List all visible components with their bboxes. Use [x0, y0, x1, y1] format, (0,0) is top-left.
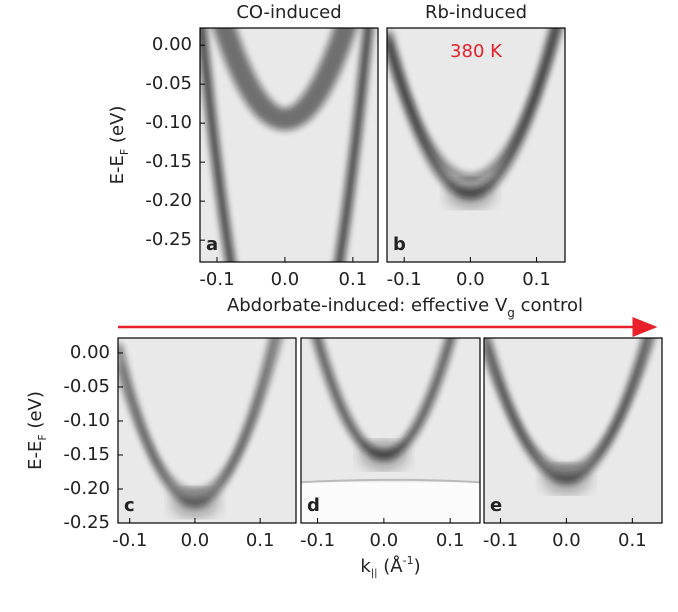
y-tick-label: -0.05	[145, 73, 192, 94]
band-bottom	[448, 181, 493, 206]
panel-label: e	[490, 495, 502, 516]
band	[200, 28, 373, 262]
y-tick-label: 0.00	[70, 342, 110, 363]
x-tick-label: -0.1	[483, 530, 518, 551]
panel-frame	[386, 27, 566, 263]
y-axis-label-main: E-E	[25, 441, 46, 470]
band	[387, 28, 562, 182]
panel-title: CO-induced	[236, 2, 341, 23]
y-axis-label: E-EF (eV)	[25, 391, 49, 470]
y-tick-label: -0.10	[63, 410, 110, 431]
x-tick-label: -0.1	[387, 269, 422, 290]
y-tick-label: 0.00	[152, 34, 192, 55]
y-axis-label-sub: F	[118, 149, 131, 155]
y-axis-label: E-EF (eV)	[107, 106, 131, 185]
x-axis-label: k|| (Å-1)	[360, 554, 420, 579]
band-bottom	[172, 490, 217, 515]
band	[118, 338, 283, 496]
x-tick-label: 0.1	[522, 269, 551, 290]
band	[212, 28, 357, 131]
y-tick-label: -0.20	[63, 478, 110, 499]
panel: -0.1 0.0 0.1 0.00 -0.05 -0.10 -0.15 -0.20 -0.25 a…	[107, 2, 379, 290]
x-axis-label-main: k	[360, 556, 371, 577]
y-axis-label-sub: F	[36, 434, 49, 440]
arrow-label: Abdorbate-induced: effective Vg control	[227, 295, 583, 320]
panel-label: a	[206, 234, 218, 255]
x-tick-label: 0.1	[246, 530, 275, 551]
y-tick-label: -0.10	[145, 112, 192, 133]
panel-frame	[199, 27, 379, 263]
intensity-map	[484, 338, 655, 491]
panel-label: c	[124, 495, 135, 516]
y-tick-label: -0.25	[145, 229, 192, 250]
panel-title: Rb-induced	[425, 2, 527, 23]
panel: -0.1 0.0 0.1 b Rb-induced 380 K	[386, 2, 566, 290]
x-tick-label: 0.0	[181, 530, 210, 551]
y-axis-label-unit: (eV)	[25, 391, 46, 434]
x-tick-label: -0.1	[300, 530, 335, 551]
x-axis-label-sub: ||	[371, 568, 378, 579]
temperature-label: 380 K	[450, 41, 503, 62]
x-axis-label-unit: (Å	[378, 555, 404, 577]
panel-frame	[300, 337, 481, 524]
panel-background	[484, 338, 662, 523]
panel-background	[387, 28, 565, 262]
y-tick-label: -0.05	[63, 376, 110, 397]
y-tick-label: -0.15	[63, 444, 110, 465]
x-tick-label: 0.0	[456, 269, 485, 290]
panel-frame	[117, 337, 297, 524]
cutoff	[301, 482, 480, 523]
panel: -0.1 0.0 0.1 e	[483, 337, 663, 551]
intensity-map	[200, 28, 373, 262]
intensity-map	[387, 28, 562, 206]
band-bottom	[361, 442, 406, 467]
band-bottom	[544, 466, 589, 491]
x-axis-label-close: )	[414, 556, 421, 577]
panel: -0.1 0.0 0.1 0.00 -0.05 -0.10 -0.15 -0.20 -0.25 c…	[25, 337, 297, 551]
x-tick-label: 0.1	[618, 530, 647, 551]
y-axis-label-main: E-E	[107, 155, 128, 184]
y-tick-label: -0.15	[145, 151, 192, 172]
y-tick-label: -0.25	[63, 512, 110, 533]
panel-label: b	[393, 234, 406, 255]
intensity-map	[118, 338, 283, 515]
panel-label: d	[307, 495, 320, 516]
cutoff-edge	[301, 478, 480, 484]
y-tick-label: -0.20	[145, 190, 192, 211]
x-tick-label: 0.0	[370, 530, 399, 551]
panel-frame	[483, 337, 663, 524]
x-tick-label: -0.1	[112, 530, 147, 551]
x-tick-label: -0.1	[199, 269, 234, 290]
x-axis-label-sup: -1	[403, 554, 414, 567]
x-tick-label: 0.1	[339, 269, 368, 290]
x-tick-label: 0.0	[552, 530, 581, 551]
intensity-map	[301, 338, 480, 523]
y-axis-label-unit: (eV)	[107, 106, 128, 149]
x-tick-label: 0.1	[436, 530, 465, 551]
x-tick-label: 0.0	[271, 269, 300, 290]
panel: -0.1 0.0 0.1 d k|| (Å-1)	[300, 337, 481, 579]
